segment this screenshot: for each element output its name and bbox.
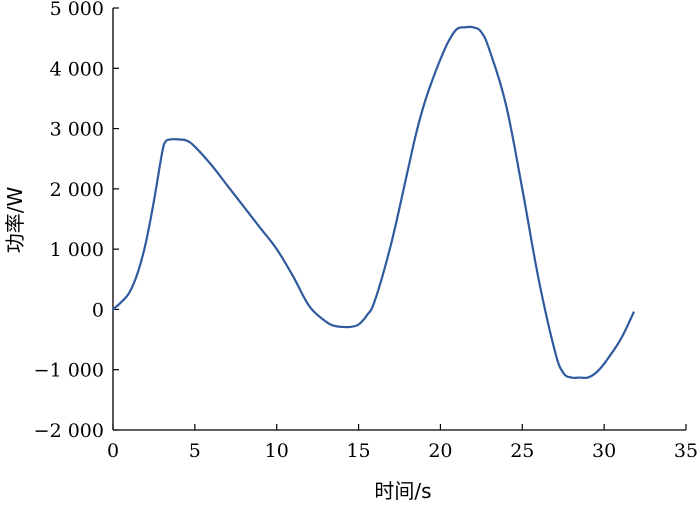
x-axis-label: 时间/s [374,479,431,503]
x-tick-label: 30 [592,440,616,462]
y-tick-label: 3 000 [50,119,104,141]
y-tick-label: −1 000 [34,360,104,382]
y-tick-label: 0 [92,299,104,321]
x-tick-label: 25 [510,440,534,462]
y-axis: −2 000 −1 000 0 1 000 2 000 3 000 4 000 5 000 [34,0,119,442]
y-tick-label: −2 000 [34,420,104,442]
power-series-line [111,25,635,380]
y-tick-label: 4 000 [50,58,104,80]
x-tick-label: 0 [107,440,119,462]
x-tick-label: 20 [428,440,452,462]
x-tick-label: 35 [674,440,698,462]
y-tick-label: 2 000 [50,179,104,201]
x-tick-label: 5 [189,440,201,462]
y-tick-label: 1 000 [50,239,104,261]
x-tick-label: 15 [346,440,370,462]
x-axis: 0 5 10 15 20 25 30 35 [107,424,698,462]
x-tick-label: 10 [265,440,289,462]
y-axis-label: 功率/W [3,187,27,254]
y-tick-label: 5 000 [50,0,104,20]
